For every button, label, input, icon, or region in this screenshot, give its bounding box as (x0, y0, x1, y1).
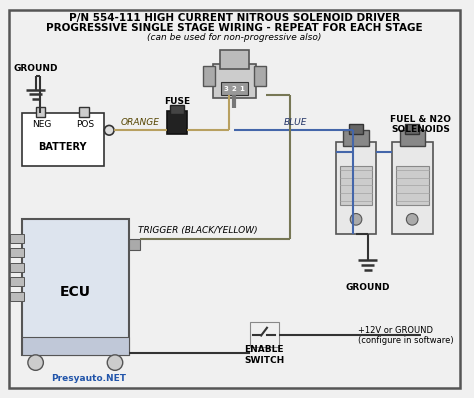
Bar (213, 64, 256, 98)
Bar (249, 322, 279, 347)
Bar (349, 125, 363, 134)
Text: Presyauto.NET: Presyauto.NET (51, 374, 126, 382)
Circle shape (406, 213, 418, 225)
Bar (392, 142, 432, 234)
Bar (10, 292, 24, 300)
Bar (203, 66, 215, 86)
Bar (10, 277, 24, 286)
Bar (405, 125, 419, 134)
Text: +12V or GROUND
(configure in software): +12V or GROUND (configure in software) (358, 326, 454, 345)
Text: 3: 3 (224, 86, 229, 92)
Text: BATTERY: BATTERY (38, 142, 87, 152)
Text: ENABLE
SWITCH: ENABLE SWITCH (244, 345, 284, 365)
Bar (170, 105, 184, 114)
Bar (22, 113, 104, 166)
Bar (221, 82, 247, 96)
Text: ORANGE: ORANGE (121, 118, 160, 127)
Text: BLUE: BLUE (283, 118, 307, 127)
Text: POS: POS (76, 120, 94, 129)
Bar (219, 50, 248, 69)
Bar (344, 130, 369, 146)
Circle shape (350, 213, 362, 225)
Text: ECU: ECU (60, 285, 91, 299)
Bar (167, 111, 187, 134)
Circle shape (104, 125, 114, 135)
Text: P/N 554-111 HIGH CURRENT NITROUS SOLENOID DRIVER: P/N 554-111 HIGH CURRENT NITROUS SOLENOI… (69, 13, 400, 23)
Text: NEG: NEG (32, 120, 51, 129)
Bar (36, 107, 46, 117)
Bar (22, 219, 128, 355)
Bar (339, 166, 373, 205)
Bar (10, 263, 24, 271)
Text: (can be used for non-progressive also): (can be used for non-progressive also) (147, 33, 321, 42)
Text: GROUND: GROUND (346, 283, 390, 292)
Circle shape (107, 355, 123, 371)
Bar (336, 142, 376, 234)
Text: FUEL & N2O
SOLENOIDS: FUEL & N2O SOLENOIDS (391, 115, 451, 134)
Text: PROGRESSIVE SINGLE STAGE WIRING - REPEAT FOR EACH STAGE: PROGRESSIVE SINGLE STAGE WIRING - REPEAT… (46, 23, 422, 33)
Text: TRIGGER (BLACK/YELLOW): TRIGGER (BLACK/YELLOW) (138, 226, 258, 236)
Text: 1: 1 (239, 86, 244, 92)
Bar (22, 338, 128, 355)
Circle shape (28, 355, 43, 371)
Text: 2: 2 (232, 86, 237, 92)
Text: FUSE: FUSE (164, 97, 190, 106)
Text: GROUND: GROUND (13, 64, 58, 73)
Bar (128, 239, 140, 250)
Bar (10, 234, 24, 242)
Bar (255, 66, 266, 86)
Bar (79, 107, 89, 117)
Bar (400, 130, 425, 146)
Bar (396, 166, 428, 205)
Bar (10, 248, 24, 257)
